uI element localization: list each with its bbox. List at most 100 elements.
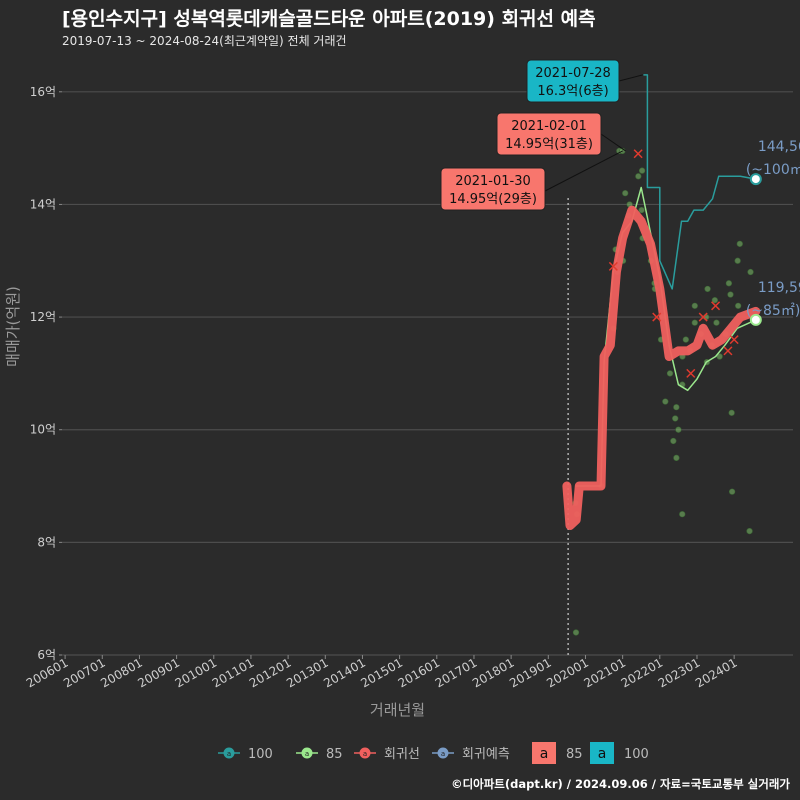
scatter-point-85 — [727, 291, 734, 298]
y-tick-label: 8억 — [37, 535, 56, 549]
scatter-point-85 — [716, 353, 723, 360]
scatter-point-85 — [638, 206, 645, 214]
legend-swatch-letter: a — [305, 750, 309, 758]
x-tick-label: 201601 — [396, 655, 443, 690]
annotation-box — [526, 59, 620, 103]
y-tick-label: 6억 — [37, 648, 56, 662]
scatter-point-85 — [682, 336, 689, 343]
scatter-point-85 — [672, 415, 679, 422]
x-tick-label: 202201 — [619, 655, 666, 690]
x-tick-label: 200801 — [98, 655, 145, 690]
scatter-point-85 — [675, 426, 682, 433]
end-point-area-85: (~85㎡) — [746, 303, 800, 319]
legend-point-swatch — [301, 747, 313, 759]
x-tick-label: 201401 — [321, 655, 368, 690]
x-tick-label: 201001 — [173, 655, 220, 690]
scatter-point-85 — [635, 173, 642, 180]
legend-swatch-letter: a — [227, 750, 231, 758]
regression-cross-mark — [723, 346, 733, 356]
regression-cross-mark — [686, 368, 696, 378]
x-tick-label: 201201 — [247, 655, 294, 690]
y-tick-label: 10억 — [30, 423, 56, 437]
scatter-point-85 — [662, 398, 669, 405]
x-tick-label: 202301 — [656, 655, 703, 690]
x-tick-label: 201801 — [470, 655, 517, 690]
legend-box-letter: a — [540, 746, 549, 762]
legend-point-swatch — [223, 747, 235, 759]
scatter-point-85 — [673, 404, 680, 411]
regression-cross-mark — [608, 261, 618, 271]
annotation-date: 2021-02-01 — [511, 119, 587, 134]
legend-label: 회귀예측 — [462, 747, 510, 762]
scatter-point-85 — [704, 285, 711, 293]
scatter-point-85 — [728, 409, 735, 416]
scatter-point-85 — [713, 319, 720, 326]
legend-swatch-letter: a — [441, 750, 445, 758]
end-point-value-100: 144,562 — [758, 139, 800, 155]
regression-cross-mark — [711, 301, 721, 311]
regression-cross-mark — [652, 312, 662, 322]
annotation-value: 14.95억(31층) — [505, 137, 593, 152]
regression-cross-mark — [698, 312, 708, 322]
annotation-date: 2021-01-30 — [455, 174, 531, 189]
scatter-point-85 — [691, 302, 698, 309]
annotation-box — [440, 167, 546, 211]
scatter-point-85 — [711, 297, 718, 304]
scatter-point-85 — [729, 488, 736, 495]
legend-point-swatch — [437, 747, 449, 759]
legend-label: 85 — [326, 747, 343, 762]
scatter-point-85 — [746, 527, 753, 535]
scatter-point-85 — [735, 302, 742, 309]
x-tick-label: 201701 — [433, 655, 480, 690]
end-point-value-85: 119,592 — [758, 280, 800, 296]
x-tick-label: 200901 — [135, 655, 182, 690]
end-point-100 — [749, 173, 762, 186]
x-tick-label: 201101 — [210, 655, 257, 690]
legend-box-letter: a — [598, 746, 607, 762]
scatter-point-85 — [622, 190, 629, 197]
chart-title: [용인수지구] 성복역롯데캐슬골드타운 아파트(2019) 회귀선 예측 — [62, 8, 596, 30]
x-tick-label: 201501 — [358, 655, 405, 690]
annotation-value: 14.95억(29층) — [449, 192, 537, 207]
end-point-area-100: (~100㎡) — [746, 162, 800, 178]
x-tick-label: 200701 — [61, 655, 108, 690]
annotation-leader — [544, 150, 623, 192]
scatter-point-85 — [736, 240, 743, 247]
annotation-leader — [600, 133, 626, 152]
footer-credit: ©디아파트(dapt.kr) / 2024.09.06 / 자료=국토교통부 실… — [451, 777, 790, 791]
x-axis-title: 거래년월 — [370, 701, 425, 719]
scatter-point-85 — [673, 454, 680, 461]
chart-subtitle: 2019-07-13 ~ 2024-08-24(최근계약일) 전체 거래건 — [62, 34, 347, 48]
annotation-date: 2021-07-28 — [535, 66, 611, 81]
y-axis-title: 매매가(억원) — [4, 286, 22, 367]
series-line-100 — [643, 74, 757, 290]
x-tick-label: 202101 — [581, 655, 628, 690]
scatter-point-85 — [666, 370, 674, 377]
annotation-value: 16.3억(6층) — [537, 84, 608, 99]
legend-box-swatch — [532, 742, 556, 764]
legend-box-label: 100 — [624, 747, 649, 762]
regression-cross-mark — [633, 149, 643, 159]
scatter-point-85 — [725, 280, 732, 287]
regression-cross-mark — [729, 335, 739, 345]
scatter-point-85 — [679, 511, 686, 518]
x-tick-label: 202401 — [693, 655, 740, 690]
x-tick-label: 201301 — [284, 655, 331, 690]
legend-point-swatch — [359, 747, 371, 759]
legend-swatch-letter: a — [363, 750, 367, 758]
y-tick-label: 16억 — [30, 85, 56, 99]
y-tick-label: 14억 — [30, 197, 56, 211]
scatter-point-85 — [734, 257, 741, 264]
x-tick-label: 201901 — [507, 655, 554, 690]
legend-box-swatch — [590, 742, 614, 764]
scatter-point-85 — [691, 319, 698, 326]
scatter-point-85 — [639, 167, 646, 174]
legend-label: 100 — [248, 747, 273, 762]
scatter-point-85 — [747, 268, 754, 276]
series-line-regression — [562, 205, 761, 530]
y-tick-label: 12억 — [30, 310, 56, 324]
scatter-point-85 — [670, 437, 677, 445]
legend-box-label: 85 — [566, 747, 583, 762]
annotation-leader — [618, 74, 643, 82]
